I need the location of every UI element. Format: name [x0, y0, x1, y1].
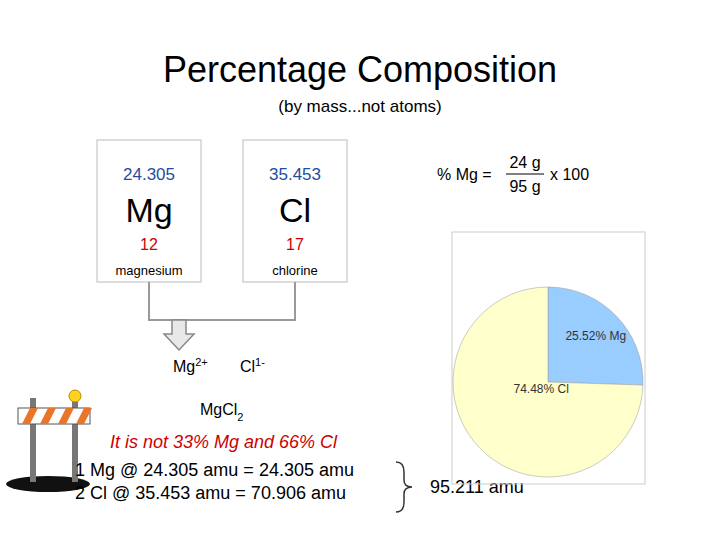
compound: MgCl2 [200, 401, 243, 423]
connector [149, 282, 295, 320]
calc-line: 1 Mg @ 24.305 amu = 24.305 amu [75, 460, 354, 480]
formula-denominator: 95 g [509, 178, 540, 195]
ion: Cl1- [240, 356, 265, 375]
atomic-mass: 24.305 [123, 165, 175, 184]
atomic-number: 17 [286, 236, 304, 253]
pie [453, 287, 643, 477]
atomic-number: 12 [140, 236, 158, 253]
element-box: 35.453 Cl 17 chlorine [243, 140, 347, 282]
brace [396, 462, 412, 512]
formula-right: x 100 [550, 166, 589, 183]
data-label: 74.48% Cl [513, 382, 568, 396]
subtitle: (by mass...not atoms) [278, 97, 441, 116]
pie-slice [548, 287, 643, 385]
barrier-stripe [22, 408, 38, 424]
pie-slice [453, 287, 643, 477]
warning: It is not 33% Mg and 66% Cl [110, 432, 338, 452]
chart-frame [452, 232, 645, 484]
arrow [164, 320, 194, 350]
element-frame [243, 140, 347, 282]
ion-charge: 1- [255, 356, 265, 368]
formula-numerator: 24 g [509, 154, 540, 171]
element-frame [97, 140, 201, 282]
data-label: 25.52% Mg [565, 329, 626, 343]
element-symbol: Cl [279, 191, 311, 229]
compound-subscript: 2 [237, 411, 243, 423]
title: Percentage Composition [163, 49, 557, 90]
element-name: magnesium [115, 263, 182, 278]
ion-charge: 2+ [195, 356, 208, 368]
element-name: chlorine [272, 263, 318, 278]
barrier-stripe [76, 408, 92, 424]
slide: Percentage Composition (by mass...not ato… [0, 0, 720, 540]
atomic-mass: 35.453 [269, 165, 321, 184]
element-box: 24.305 Mg 12 magnesium [97, 140, 201, 282]
calc-line: 2 Cl @ 35.453 amu = 70.906 amu [75, 483, 346, 503]
calc-total: 95.211 amu [430, 477, 524, 497]
formula-left: % Mg = [437, 166, 492, 183]
barrier-stripe [40, 408, 56, 424]
barrier-stripe [58, 408, 74, 424]
ion: Mg2+ [173, 356, 208, 375]
element-symbol: Mg [125, 191, 172, 229]
barrier-light [69, 390, 81, 402]
fraction-bar [506, 174, 544, 175]
